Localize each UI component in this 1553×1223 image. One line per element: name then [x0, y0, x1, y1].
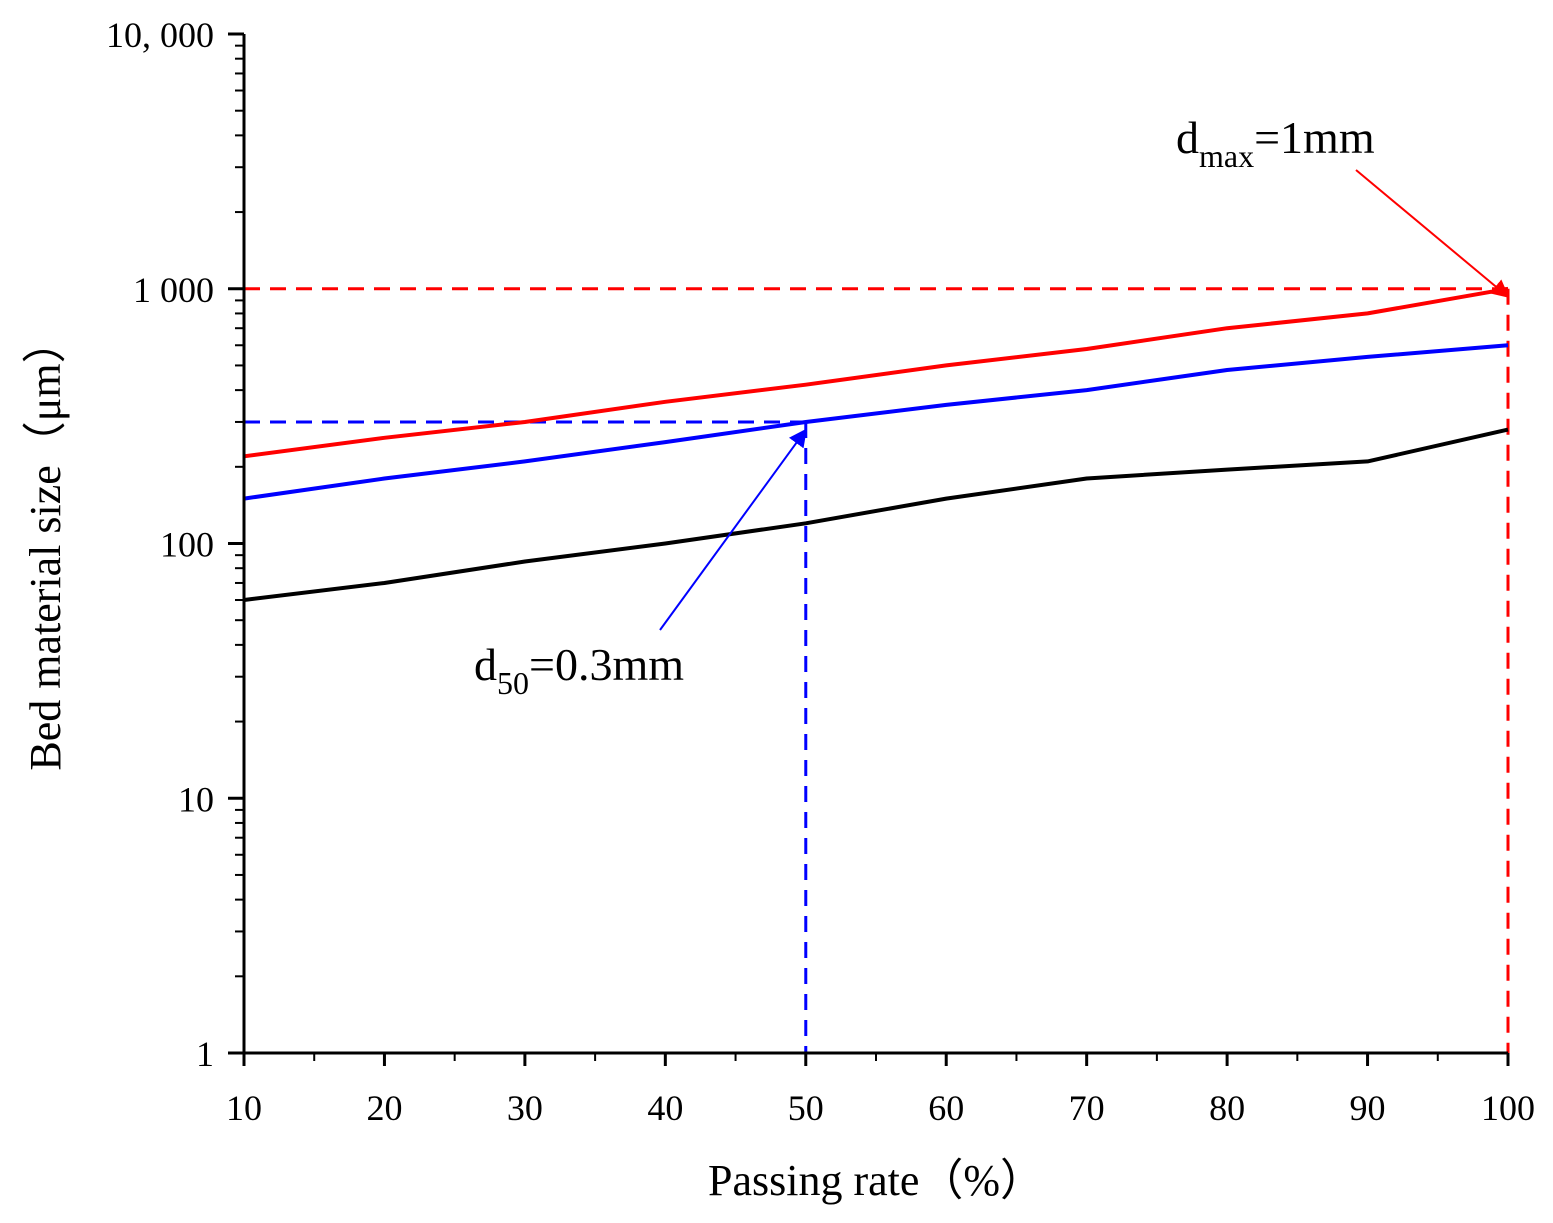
y-tick-label-1: 1 [196, 1034, 214, 1074]
x-axis-title: Passing rate（%） [708, 1156, 1044, 1205]
axes [242, 34, 1508, 1055]
x-tick-label-100: 100 [1481, 1088, 1535, 1128]
x-tick-label-60: 60 [928, 1088, 964, 1128]
y-tick-label-10: 10 [178, 779, 214, 819]
x-tick-label-40: 40 [647, 1088, 683, 1128]
series-line-lower [243, 427, 1509, 602]
series-line-middle [243, 343, 1509, 501]
d50-annotation-main: d [474, 639, 497, 690]
d50-annotation-label: d50=0.3mm [474, 639, 684, 701]
x-tick-label-50: 50 [788, 1088, 824, 1128]
y-tick-label-100: 100 [160, 525, 214, 565]
dmax-annotation-subscript: max [1199, 138, 1254, 174]
x-tick-label-90: 90 [1350, 1088, 1386, 1128]
reference-lines [244, 287, 1510, 1053]
dmax-annotation-main: d [1176, 112, 1199, 163]
dmax-annotation-arrow [1355, 169, 1510, 298]
d50-annotation-subscript: 50 [497, 665, 529, 701]
y-tick-label-10000: 10, 000 [106, 15, 214, 55]
y-tick-label-1000: 1 000 [133, 270, 214, 310]
d50-annotation-value: =0.3mm [529, 639, 684, 690]
x-tick-label-20: 20 [366, 1088, 402, 1128]
x-tick-label-30: 30 [507, 1088, 543, 1128]
x-tick-label-10: 10 [226, 1088, 262, 1128]
d50-annotation-arrow [659, 428, 807, 631]
x-tick-label-70: 70 [1069, 1088, 1105, 1128]
x-tick-label-80: 80 [1209, 1088, 1245, 1128]
series-line-upper [243, 286, 1509, 459]
y-axis-title: Bed material size（μm） [21, 319, 70, 770]
series-lines [243, 286, 1509, 602]
dmax-annotation-value: =1mm [1254, 112, 1375, 163]
dmax-annotation-label: dmax=1mm [1176, 112, 1375, 174]
